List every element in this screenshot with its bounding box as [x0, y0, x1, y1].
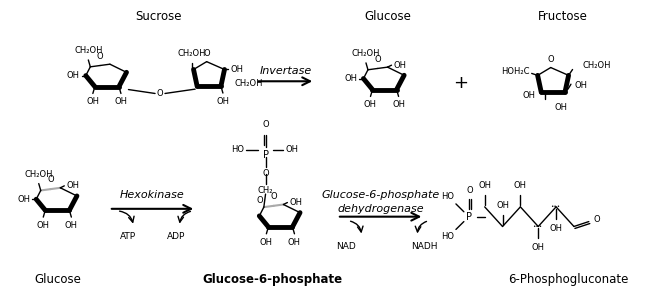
Text: O: O	[257, 196, 263, 205]
Text: •••: •••	[550, 204, 560, 209]
Text: OH: OH	[65, 221, 78, 230]
Text: OH: OH	[345, 74, 358, 83]
Text: 6-Phosphogluconate: 6-Phosphogluconate	[508, 273, 628, 286]
Text: OH: OH	[514, 181, 527, 190]
Text: OH: OH	[260, 238, 273, 247]
Text: ATP: ATP	[119, 232, 136, 241]
Text: Glucose: Glucose	[364, 10, 411, 23]
Text: CH₂OH: CH₂OH	[178, 49, 206, 58]
Text: O: O	[271, 192, 277, 201]
Text: OH: OH	[67, 71, 80, 80]
Text: Invertase: Invertase	[259, 66, 312, 76]
Text: Glucose-6-phosphate: Glucose-6-phosphate	[321, 190, 440, 200]
Text: Glucose: Glucose	[34, 273, 81, 286]
Text: O: O	[547, 55, 554, 64]
Text: P: P	[263, 150, 269, 160]
Text: CH₂: CH₂	[258, 186, 273, 195]
Text: NAD: NAD	[336, 242, 356, 251]
Text: OH: OH	[66, 181, 79, 190]
Text: OH: OH	[288, 238, 301, 247]
Text: •••: •••	[532, 224, 543, 229]
Text: OH: OH	[554, 103, 568, 112]
Text: OH: OH	[532, 243, 544, 252]
Text: Glucose-6-phosphate: Glucose-6-phosphate	[203, 273, 343, 286]
Text: O: O	[467, 186, 473, 195]
Text: +: +	[453, 74, 469, 92]
Text: OH: OH	[522, 91, 535, 99]
Text: ADP: ADP	[167, 232, 185, 241]
Text: CH₂OH: CH₂OH	[352, 49, 380, 58]
Text: NADH: NADH	[411, 242, 438, 251]
Text: OH: OH	[393, 61, 407, 70]
Text: CH₂OH: CH₂OH	[235, 79, 263, 88]
Text: HO: HO	[441, 192, 454, 201]
Text: O: O	[262, 120, 269, 129]
Text: O: O	[262, 169, 269, 178]
Text: OH: OH	[86, 97, 100, 106]
Text: O: O	[594, 215, 601, 224]
Text: CH₂OH: CH₂OH	[24, 170, 53, 179]
Text: OH: OH	[289, 198, 302, 207]
Text: OH: OH	[496, 201, 509, 210]
Text: OH: OH	[364, 100, 377, 109]
Text: OH: OH	[114, 97, 127, 106]
Text: P: P	[466, 212, 472, 222]
Text: OH: OH	[17, 195, 30, 204]
Text: OH: OH	[550, 224, 562, 232]
Text: O: O	[48, 175, 54, 184]
Text: Fructose: Fructose	[538, 10, 588, 23]
Text: CH₂OH: CH₂OH	[583, 61, 611, 70]
Text: HO: HO	[441, 232, 454, 241]
Text: OH: OH	[392, 100, 405, 109]
Text: Sucrose: Sucrose	[135, 10, 182, 23]
Text: OH: OH	[478, 181, 491, 190]
Text: Hexokinase: Hexokinase	[120, 190, 185, 200]
Text: O: O	[374, 55, 381, 63]
Text: OH: OH	[285, 145, 298, 155]
Text: OH: OH	[230, 65, 244, 74]
Text: CH₂OH: CH₂OH	[74, 46, 102, 55]
Text: OH: OH	[216, 97, 230, 106]
Text: O: O	[97, 52, 104, 60]
Text: HOH₂C: HOH₂C	[501, 67, 530, 76]
Text: OH: OH	[574, 81, 587, 90]
Text: HO: HO	[231, 145, 244, 155]
Text: dehydrogenase: dehydrogenase	[337, 204, 424, 214]
Text: O: O	[203, 49, 210, 58]
Text: O: O	[156, 89, 163, 98]
Text: OH: OH	[37, 221, 50, 230]
